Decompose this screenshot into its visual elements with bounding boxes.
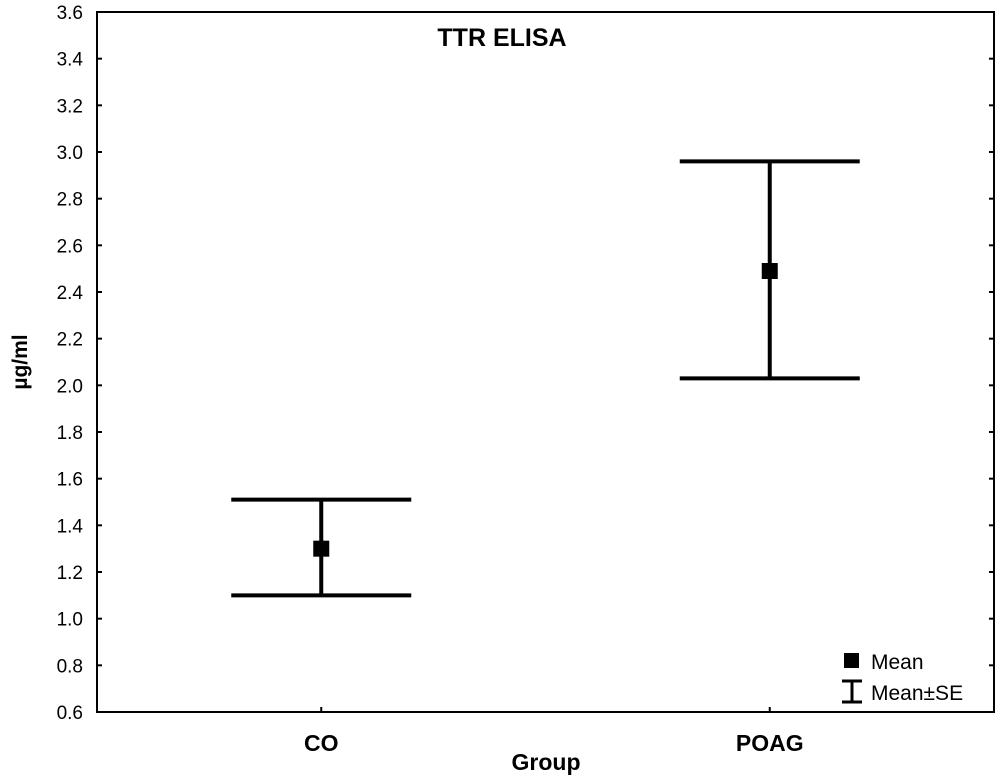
y-tick-label: 2.0 xyxy=(57,376,83,397)
y-axis-label: µg/ml xyxy=(9,334,32,389)
y-tick-label: 2.4 xyxy=(57,283,84,304)
legend-se-label: Mean±SE xyxy=(871,682,963,705)
y-tick-label: 1.0 xyxy=(57,610,83,631)
x-axis-label: Group xyxy=(512,749,581,775)
y-tick-label: 2.6 xyxy=(57,236,83,257)
y-tick-label: 2.8 xyxy=(57,190,83,211)
y-tick-label: 0.6 xyxy=(57,703,83,724)
mean-point-co xyxy=(313,540,330,557)
y-tick-label: 3.2 xyxy=(57,96,83,117)
chart-title: TTR ELISA xyxy=(437,24,566,52)
y-tick-label: 3.6 xyxy=(57,3,83,24)
y-tick-label: 0.8 xyxy=(57,656,83,677)
data-marks xyxy=(231,159,860,598)
plot-frame xyxy=(96,11,995,713)
y-tick-label: 3.0 xyxy=(57,143,83,164)
y-tick-label: 1.8 xyxy=(57,423,83,444)
mean-point-poag xyxy=(761,263,778,279)
legend: Mean Mean±SE xyxy=(842,651,963,705)
y-tick-label: 2.2 xyxy=(57,330,83,351)
y-tick-label: 1.6 xyxy=(57,470,83,491)
legend-se-marker xyxy=(842,679,862,704)
y-tick-label: 1.2 xyxy=(57,563,83,584)
x-tick-label: POAG xyxy=(736,730,804,756)
legend-mean-label: Mean xyxy=(871,651,924,674)
y-axis: 0.6 0.8 1.0 1.2 1.4 1.6 1.8 2.0 2.2 2.4 2.6 2.8 3.0 3… xyxy=(57,3,994,724)
y-tick-label: 1.4 xyxy=(57,516,84,537)
y-tick-label: 3.4 xyxy=(57,50,84,71)
x-axis: CO POAG xyxy=(304,707,804,756)
x-tick-label: CO xyxy=(304,730,339,756)
legend-mean-marker xyxy=(844,653,859,668)
